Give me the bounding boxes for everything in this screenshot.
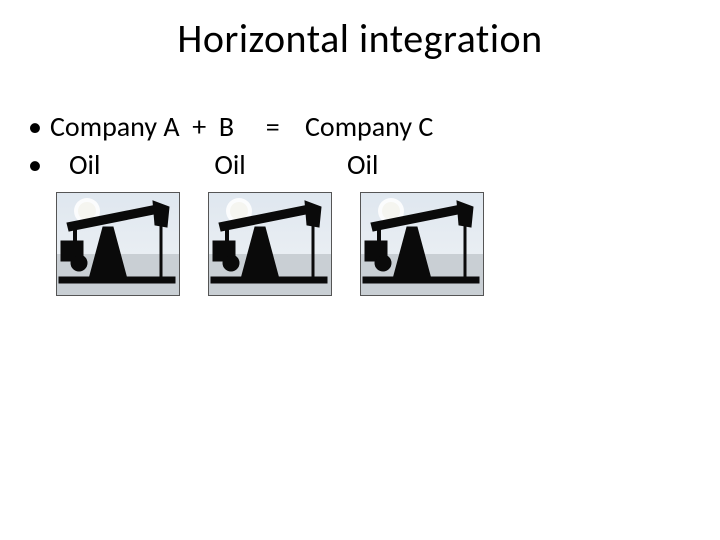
- slide-title: Horizontal integration: [0, 14, 720, 63]
- bullet-line-1: •Company A + B = Company C: [28, 108, 433, 146]
- oil-pump-image: [208, 192, 332, 296]
- bullet-text-1: Company A + B = Company C: [50, 109, 433, 144]
- bullet-line-2: • Oil Oil Oil: [28, 146, 433, 184]
- bullet-text-2: Oil Oil Oil: [50, 147, 378, 182]
- bullet-dot-icon: •: [28, 146, 50, 184]
- slide: Horizontal integration •Company A + B = …: [0, 0, 720, 540]
- oil-pump-image: [56, 192, 180, 296]
- bullet-dot-icon: •: [28, 108, 50, 146]
- bullet-list: •Company A + B = Company C • Oil Oil Oil: [28, 108, 433, 184]
- oil-pump-image: [360, 192, 484, 296]
